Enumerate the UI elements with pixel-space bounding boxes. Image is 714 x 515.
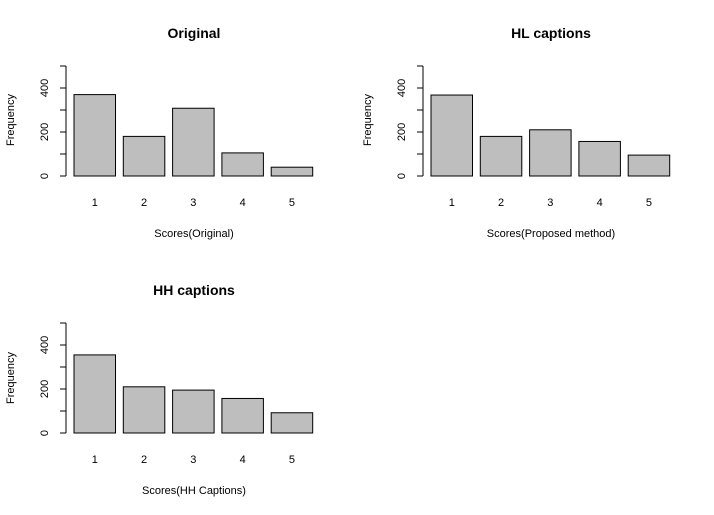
x-tick-label: 1 (92, 197, 98, 209)
x-axis-label: Scores(Original) (154, 228, 233, 240)
bar-1 (73, 94, 116, 177)
x-tick-label: 2 (141, 197, 147, 209)
x-tick-label: 4 (597, 197, 603, 209)
bar-1 (73, 354, 116, 434)
bar-2 (479, 135, 523, 177)
y-tick-label: 400 (39, 79, 51, 97)
y-tick-label: 0 (396, 173, 408, 179)
y-tick-label: 400 (396, 79, 408, 97)
chart-panel-original: Original Scores(Original) Frequency 0 200… (5, 25, 314, 240)
bar-3 (172, 107, 215, 177)
bar-5 (270, 412, 314, 434)
chart-title: HH captions (153, 282, 235, 298)
x-tick-label: 2 (141, 454, 147, 466)
bar-4 (221, 152, 264, 177)
chart-panel-hl-captions: HL captions Scores(Proposed method) Freq… (362, 25, 671, 240)
x-tick-label: 5 (289, 454, 295, 466)
y-tick-label: 200 (39, 123, 51, 141)
x-tick-label: 4 (240, 197, 246, 209)
x-tick-label: 5 (289, 197, 295, 209)
chart-panel-hh-captions: HH captions Scores(HH Captions) Frequenc… (5, 282, 314, 497)
y-tick-label: 400 (39, 336, 51, 354)
bar-1 (430, 94, 473, 177)
bar-2 (122, 135, 166, 177)
x-tick-label: 1 (449, 197, 455, 209)
y-axis-label: Frequency (362, 94, 374, 146)
chart-title: HL captions (511, 25, 591, 41)
x-axis-label: Scores(HH Captions) (142, 485, 246, 497)
bar-5 (627, 154, 671, 177)
plot-area: 0 200 400 1 2 3 4 5 (39, 322, 314, 466)
x-tick-label: 3 (190, 197, 196, 209)
bar-2 (122, 386, 166, 434)
plot-area: 0 200 400 1 2 3 4 5 (39, 65, 314, 209)
x-tick-label: 1 (92, 454, 98, 466)
chart-title: Original (168, 25, 221, 41)
y-tick-label: 0 (39, 430, 51, 436)
x-axis-label: Scores(Proposed method) (487, 228, 615, 240)
y-tick-label: 200 (396, 123, 408, 141)
x-tick-label: 3 (547, 197, 553, 209)
bar-3 (172, 389, 215, 434)
x-tick-label: 3 (190, 454, 196, 466)
y-tick-label: 0 (39, 173, 51, 179)
bar-4 (578, 140, 621, 177)
x-tick-label: 5 (646, 197, 652, 209)
bar-3 (529, 129, 572, 177)
plot-area: 0 200 400 1 2 3 4 5 (396, 65, 671, 209)
y-axis-label: Frequency (5, 352, 17, 404)
y-axis-label: Frequency (5, 94, 17, 146)
x-tick-label: 4 (240, 454, 246, 466)
y-tick-label: 200 (39, 380, 51, 398)
x-tick-label: 2 (498, 197, 504, 209)
bar-5 (270, 166, 314, 177)
bar-4 (221, 397, 264, 434)
